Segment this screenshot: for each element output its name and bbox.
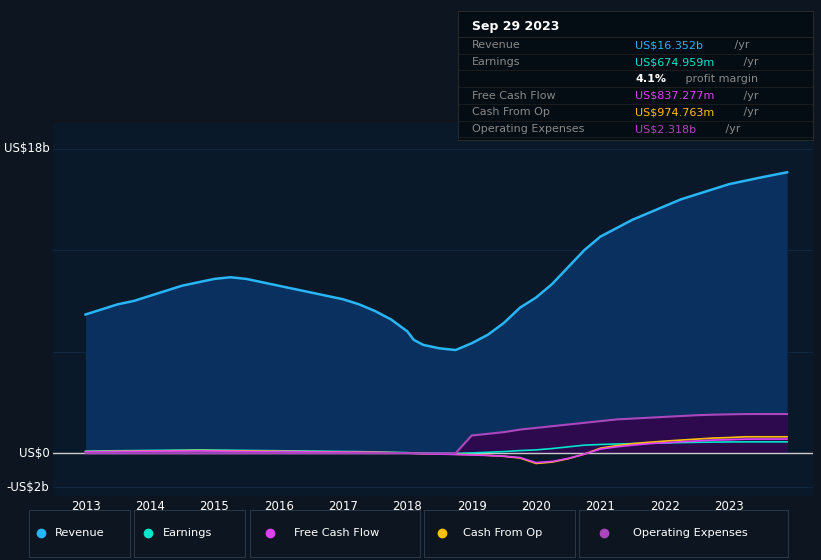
Text: US$837.277m: US$837.277m: [635, 91, 715, 101]
Text: Operating Expenses: Operating Expenses: [472, 124, 585, 134]
Text: Free Cash Flow: Free Cash Flow: [472, 91, 556, 101]
Text: Revenue: Revenue: [472, 40, 521, 50]
Text: -US$2b: -US$2b: [7, 480, 49, 493]
Text: /yr: /yr: [741, 108, 759, 117]
Text: profit margin: profit margin: [681, 74, 758, 84]
Text: 4.1%: 4.1%: [635, 74, 667, 84]
Text: /yr: /yr: [722, 124, 741, 134]
Text: US$16.352b: US$16.352b: [635, 40, 704, 50]
Text: US$18b: US$18b: [4, 142, 49, 155]
Text: Revenue: Revenue: [55, 529, 105, 538]
Text: Cash From Op: Cash From Op: [472, 108, 550, 117]
Text: Sep 29 2023: Sep 29 2023: [472, 20, 560, 33]
Text: /yr: /yr: [741, 91, 759, 101]
Text: Cash From Op: Cash From Op: [463, 529, 543, 538]
Text: Free Cash Flow: Free Cash Flow: [294, 529, 379, 538]
Text: Earnings: Earnings: [472, 57, 521, 67]
Text: /yr: /yr: [732, 40, 750, 50]
Text: US$2.318b: US$2.318b: [635, 124, 696, 134]
Text: /yr: /yr: [741, 57, 759, 67]
Text: US$674.959m: US$674.959m: [635, 57, 715, 67]
Text: US$974.763m: US$974.763m: [635, 108, 715, 117]
Text: Operating Expenses: Operating Expenses: [633, 529, 748, 538]
Text: Earnings: Earnings: [163, 529, 213, 538]
Text: US$0: US$0: [19, 447, 49, 460]
